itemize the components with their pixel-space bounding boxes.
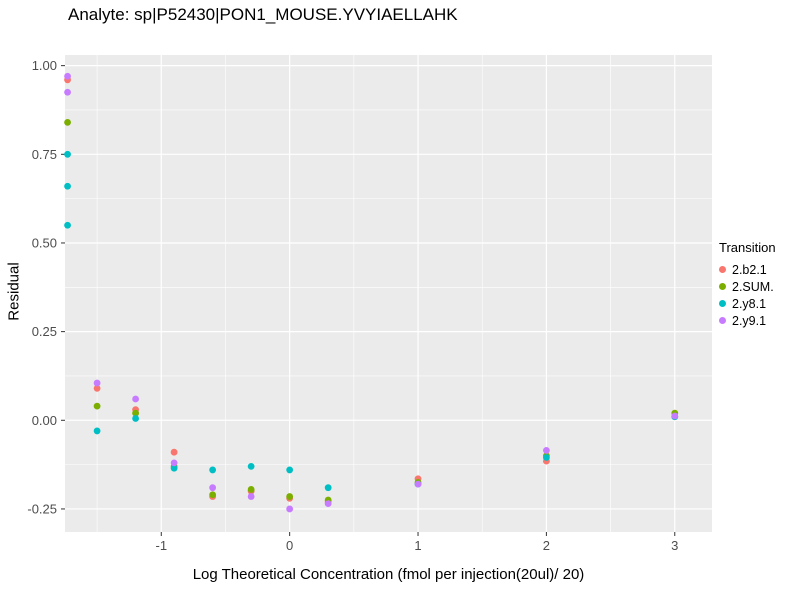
y-axis-label: Residual [5,262,23,321]
data-point [93,427,101,435]
legend-dot-icon [719,317,726,324]
data-point [170,464,178,472]
data-point [542,454,550,461]
data-point [170,448,178,456]
data-point [209,466,217,474]
x-tick-label: -1 [155,538,167,553]
x-tick-label: 3 [671,538,678,553]
legend-entry: 2.y9.1 [719,312,776,329]
legend-title: Transition [719,240,776,255]
legend-entry-label: 2.y9.1 [732,313,767,328]
data-point [324,484,332,492]
data-point [64,182,71,190]
legend-dot-icon [719,266,726,273]
data-point [542,447,550,454]
legend-entries: 2.b2.1 2.SUM. 2.y8.1 2.y9.1 [719,261,776,329]
legend-entry: 2.b2.1 [719,261,776,278]
y-tick-label: 0.00 [32,413,57,428]
data-point [132,395,140,403]
legend-entry-label: 2.b2.1 [732,262,767,277]
data-point [170,459,178,467]
data-point [247,462,255,470]
data-point [286,493,294,500]
data-point [671,412,679,420]
data-point [286,505,294,513]
x-tick-label: 0 [286,538,293,553]
x-axis-label: Log Theoretical Concentration (fmol per … [192,566,585,583]
data-point [64,221,71,229]
data-point [64,118,71,126]
chart-title: Analyte: sp|P52430|PON1_MOUSE.YVYIAELLAH… [68,5,458,24]
data-point [93,402,101,410]
data-point [93,384,101,392]
data-point [414,480,422,488]
y-tick-label: 0.75 [32,147,57,162]
y-tick-label: -0.25 [27,501,57,516]
x-tick-label: 2 [543,538,550,553]
x-tick-label: 1 [414,538,421,553]
data-point [64,72,71,80]
data-point [93,379,101,387]
data-point [286,466,294,474]
y-tick-label: 0.50 [32,235,57,250]
data-point [247,486,255,493]
data-point [247,493,255,500]
legend-entry: 2.SUM. [719,278,776,295]
data-point [64,88,71,96]
legend-dot-icon [719,283,726,290]
legend-dot-icon [719,300,726,307]
data-point [324,500,332,508]
plot-panel [65,55,712,532]
legend-entry: 2.y8.1 [719,295,776,312]
y-tick-label: 1.00 [32,58,57,73]
data-point [132,409,140,417]
data-point [209,491,217,499]
legend-entry-label: 2.SUM. [732,279,774,294]
legend-entry-label: 2.y8.1 [732,296,767,311]
data-point [209,484,217,492]
y-tick-label: 0.25 [32,324,57,339]
legend: Transition 2.b2.1 2.SUM. 2.y8.1 2.y9.1 [719,240,776,329]
data-point [132,415,140,422]
data-point [64,150,71,158]
